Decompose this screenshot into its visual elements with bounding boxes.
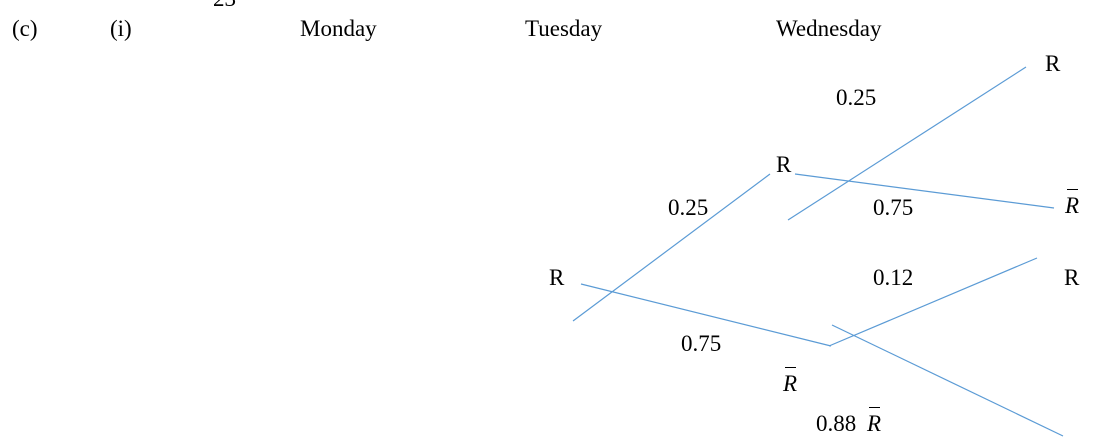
- column-header-monday: Monday: [300, 16, 377, 41]
- prob-tue-rbar: 0.75: [681, 331, 722, 356]
- prob-tue-r: 0.25: [668, 195, 709, 220]
- branch-tue-r-to-wed-r: [787, 66, 1027, 221]
- node-wed-rbar-after-r: R: [1065, 189, 1080, 218]
- branch-root-to-tue-rbar: [580, 283, 832, 347]
- prob-wed-rbar-after-r: 0.75: [873, 195, 914, 220]
- sub-part-label: (i): [110, 16, 132, 41]
- branch-tue-r-to-wed-rbar: [794, 173, 1055, 209]
- root-node-label: R: [549, 265, 565, 290]
- column-header-wednesday: Wednesday: [776, 16, 882, 41]
- prob-wed-rbar-after-rbar: 0.88: [816, 411, 857, 436]
- node-tue-rbar: R: [783, 367, 798, 396]
- branch-root-to-tue-r: [572, 173, 771, 322]
- top-cut-fragment: 23: [213, 0, 236, 10]
- node-tue-r: R: [776, 152, 792, 177]
- part-label: (c): [12, 16, 38, 41]
- branch-tue-rbar-to-wed-r: [828, 257, 1038, 347]
- node-wed-r-after-r: R: [1045, 51, 1061, 76]
- branch-tue-rbar-to-wed-rbar: [831, 324, 1064, 437]
- column-header-tuesday: Tuesday: [525, 16, 603, 41]
- prob-wed-r-after-rbar: 0.12: [873, 265, 914, 290]
- prob-wed-r-after-r: 0.25: [836, 85, 877, 110]
- node-wed-rbar-after-rbar: R: [867, 407, 882, 436]
- node-wed-r-after-rbar: R: [1064, 265, 1080, 290]
